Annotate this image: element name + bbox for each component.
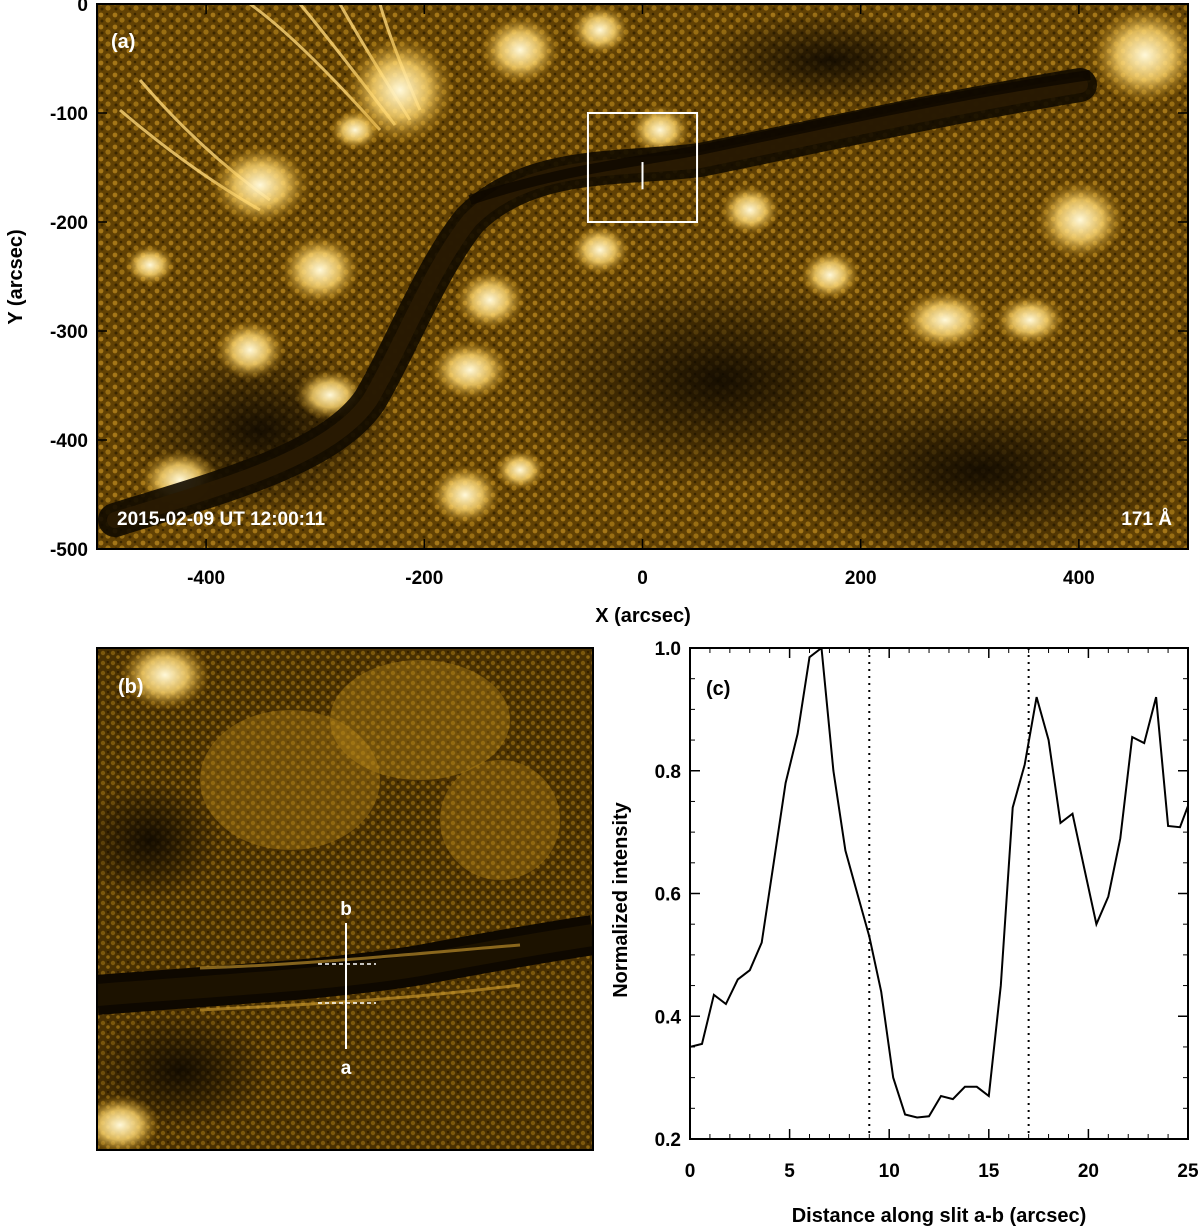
intensity-series (690, 648, 1188, 1119)
y-tick-label: 0.4 (655, 1007, 682, 1028)
x-tick-label: -400 (187, 568, 225, 589)
y-tick-label: 0.2 (655, 1130, 681, 1151)
panel-c-x-axis-title: Distance along slit a-b (arcsec) (792, 1205, 1087, 1227)
region-box (586, 112, 699, 223)
panel-c-y-ticks: 0.2 0.4 0.6 0.8 1.0 (655, 639, 1188, 1151)
y-tick-label: -400 (50, 431, 88, 452)
x-tick-label: -200 (405, 568, 443, 589)
solar-image-b (97, 648, 593, 1150)
y-tick-label: -100 (50, 104, 88, 125)
panel-a-x-ticks: -400 -200 0 200 400 (187, 4, 1095, 589)
panel-b-label: (b) (118, 676, 144, 698)
x-tick-label: 20 (1078, 1161, 1099, 1182)
vertical-dotted-lines (868, 648, 1030, 1139)
zoom-box (586, 112, 699, 223)
y-tick-label: 0.6 (655, 885, 681, 906)
x-tick-label: 15 (978, 1161, 1000, 1182)
panel-c: 0 5 10 15 20 25 0.2 0.4 0.6 0.8 1.0 (c) Distance … (610, 639, 1199, 1227)
y-tick-label: -300 (50, 322, 88, 343)
y-tick-label: 0 (77, 0, 88, 16)
x-tick-label: 25 (1177, 1161, 1199, 1182)
x-tick-label: 400 (1063, 568, 1095, 589)
y-tick-label: 1.0 (655, 639, 681, 660)
x-tick-label: 0 (685, 1161, 696, 1182)
panel-a-y-ticks: 0 -100 -200 -300 -400 -500 (50, 0, 1188, 561)
x-tick-label: 200 (845, 568, 877, 589)
panel-a-label: (a) (111, 31, 135, 53)
intensity-line (690, 648, 1188, 1119)
x-tick-label: 5 (784, 1161, 795, 1182)
panel-c-y-axis-title: Normalized intensity (610, 801, 632, 997)
y-tick-label: -500 (50, 540, 88, 561)
y-tick-label: -200 (50, 213, 88, 234)
panel-b-frame (96, 647, 594, 1151)
panel-c-label: (c) (706, 678, 730, 700)
x-tick-label: 0 (637, 568, 648, 589)
panel-b: b a (b) (96, 647, 594, 1151)
panel-a-y-axis-title: Y (arcsec) (5, 229, 27, 324)
panel-c-x-ticks: 0 5 10 15 20 25 (685, 648, 1199, 1182)
x-tick-label: 10 (879, 1161, 900, 1182)
slit-label-b: b (340, 899, 352, 920)
wavelength-label: 171 Å (1121, 509, 1172, 530)
panel-c-frame (689, 647, 1189, 1140)
y-tick-label: 0.8 (655, 762, 681, 783)
panel-a: -400 -200 0 200 400 0 -100 -200 -300 -400 -500 (a… (5, 0, 1189, 627)
timestamp: 2015-02-09 UT 12:00:11 (117, 509, 326, 530)
solar-image-a (97, 4, 1188, 549)
slit-label-a: a (341, 1058, 352, 1079)
panel-a-x-axis-title: X (arcsec) (595, 605, 691, 627)
